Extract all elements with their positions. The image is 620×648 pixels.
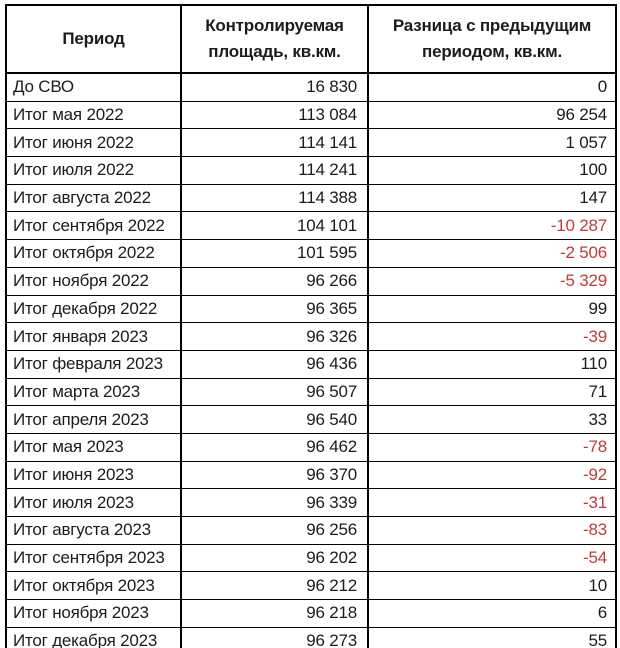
- column-header-period: Период: [5, 4, 182, 74]
- diff-cell: 0: [367, 73, 617, 102]
- table-row: Итог октября 2022 101 595 -2 506: [5, 239, 617, 268]
- diff-cell: -39: [367, 322, 617, 351]
- table-row: Итог января 2023 96 326 -39: [5, 322, 617, 351]
- table-row: Итог мая 2023 96 462 -78: [5, 433, 617, 462]
- period-cell: Итог августа 2022: [5, 184, 182, 213]
- period-cell: Итог июля 2022: [5, 156, 182, 185]
- area-cell: 114 141: [180, 128, 369, 158]
- period-cell: До СВО: [5, 73, 182, 102]
- area-cell: 96 266: [180, 267, 369, 296]
- period-cell: Итог октября 2022: [5, 239, 182, 268]
- period-cell: Итог июня 2022: [5, 128, 182, 158]
- area-cell: 96 365: [180, 295, 369, 324]
- diff-cell: 96 254: [367, 101, 617, 130]
- column-header-diff: Разница с предыдущим периодом, кв.км.: [367, 4, 617, 74]
- area-cell: 96 370: [180, 461, 369, 490]
- period-cell: Итог мая 2022: [5, 101, 182, 130]
- diff-cell: -83: [367, 516, 617, 545]
- area-cell: 101 595: [180, 239, 369, 268]
- period-cell: Итог июня 2023: [5, 461, 182, 490]
- period-cell: Итог июля 2023: [5, 488, 182, 517]
- area-cell: 96 507: [180, 378, 369, 407]
- period-cell: Итог марта 2023: [5, 378, 182, 407]
- table-row: Итог сентября 2023 96 202 -54: [5, 544, 617, 573]
- table-row: Итог июня 2023 96 370 -92: [5, 461, 617, 490]
- table-row: Итог апреля 2023 96 540 33: [5, 405, 617, 434]
- period-cell: Итог сентября 2023: [5, 544, 182, 573]
- diff-cell: 100: [367, 156, 617, 185]
- table-row: Итог февраля 2023 96 436 110: [5, 350, 617, 379]
- area-cell: 96 202: [180, 544, 369, 573]
- diff-cell: 55: [367, 627, 617, 648]
- period-cell: Итог октября 2023: [5, 571, 182, 601]
- diff-cell: 10: [367, 571, 617, 601]
- diff-cell: 1 057: [367, 128, 617, 158]
- table-row: Итог августа 2022 114 388 147: [5, 184, 617, 213]
- area-cell: 16 830: [180, 73, 369, 102]
- period-cell: Итог декабря 2023: [5, 627, 182, 648]
- table-row: Итог декабря 2023 96 273 55: [5, 627, 617, 648]
- table-row: Итог декабря 2022 96 365 99: [5, 295, 617, 324]
- diff-cell: -31: [367, 488, 617, 517]
- diff-cell: 147: [367, 184, 617, 213]
- table-row: Итог ноября 2022 96 266 -5 329: [5, 267, 617, 296]
- table-row: Итог июля 2022 114 241 100: [5, 156, 617, 185]
- area-cell: 96 273: [180, 627, 369, 648]
- area-cell: 96 256: [180, 516, 369, 545]
- diff-cell: -78: [367, 433, 617, 462]
- diff-cell: 33: [367, 405, 617, 434]
- table-header: Период Контролируемая площадь, кв.км. Ра…: [5, 4, 617, 74]
- diff-cell: -10 287: [367, 211, 617, 241]
- diff-cell: -2 506: [367, 239, 617, 268]
- diff-cell: -5 329: [367, 267, 617, 296]
- diff-cell: 71: [367, 378, 617, 407]
- table-row: Итог июня 2022 114 141 1 057: [5, 128, 617, 158]
- area-cell: 96 540: [180, 405, 369, 434]
- area-cell: 96 436: [180, 350, 369, 379]
- table-row: Итог мая 2022 113 084 96 254: [5, 101, 617, 130]
- table-row: Итог ноября 2023 96 218 6: [5, 599, 617, 628]
- controlled-area-table: Период Контролируемая площадь, кв.км. Ра…: [5, 4, 617, 648]
- diff-cell: 110: [367, 350, 617, 379]
- area-cell: 96 339: [180, 488, 369, 517]
- period-cell: Итог сентября 2022: [5, 211, 182, 241]
- area-cell: 96 462: [180, 433, 369, 462]
- diff-cell: -54: [367, 544, 617, 573]
- area-cell: 113 084: [180, 101, 369, 130]
- period-cell: Итог ноября 2022: [5, 267, 182, 296]
- table-row: Итог августа 2023 96 256 -83: [5, 516, 617, 545]
- table-row: Итог сентября 2022 104 101 -10 287: [5, 211, 617, 241]
- area-cell: 96 212: [180, 571, 369, 601]
- area-cell: 104 101: [180, 211, 369, 241]
- diff-cell: 6: [367, 599, 617, 628]
- period-cell: Итог апреля 2023: [5, 405, 182, 434]
- area-cell: 114 241: [180, 156, 369, 185]
- table-row: Итог июля 2023 96 339 -31: [5, 488, 617, 517]
- column-header-area: Контролируемая площадь, кв.км.: [180, 4, 369, 74]
- area-cell: 96 326: [180, 322, 369, 351]
- period-cell: Итог мая 2023: [5, 433, 182, 462]
- table-row: Итог октября 2023 96 212 10: [5, 571, 617, 601]
- table-body: До СВО 16 830 0 Итог мая 2022 113 084 96 254 И…: [5, 73, 617, 648]
- area-cell: 96 218: [180, 599, 369, 628]
- table-row: До СВО 16 830 0: [5, 73, 617, 102]
- area-cell: 114 388: [180, 184, 369, 213]
- table-row: Итог марта 2023 96 507 71: [5, 378, 617, 407]
- diff-cell: 99: [367, 295, 617, 324]
- diff-cell: -92: [367, 461, 617, 490]
- header-row: Период Контролируемая площадь, кв.км. Ра…: [5, 4, 617, 74]
- period-cell: Итог августа 2023: [5, 516, 182, 545]
- period-cell: Итог февраля 2023: [5, 350, 182, 379]
- period-cell: Итог декабря 2022: [5, 295, 182, 324]
- period-cell: Итог января 2023: [5, 322, 182, 351]
- period-cell: Итог ноября 2023: [5, 599, 182, 628]
